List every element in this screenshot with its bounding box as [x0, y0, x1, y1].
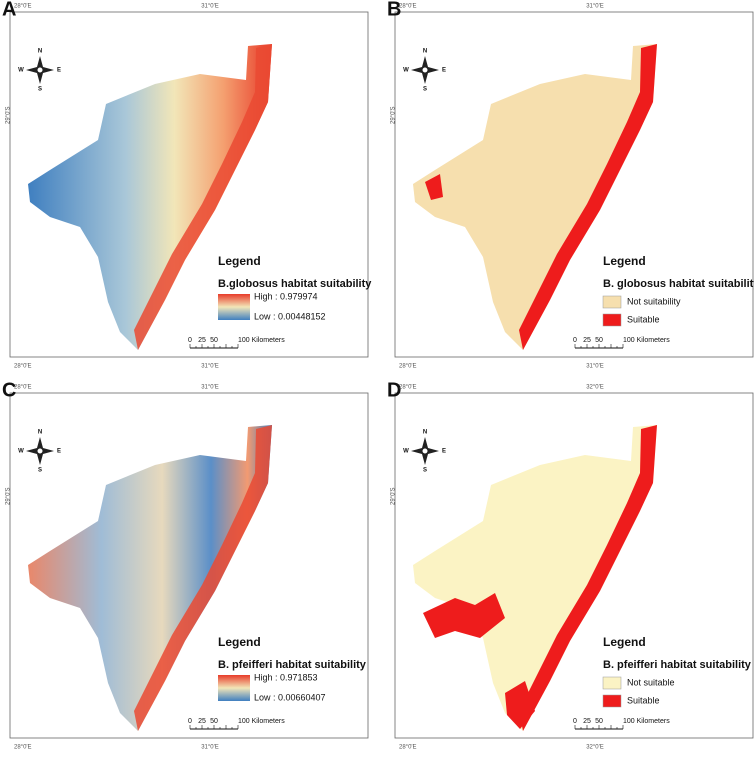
coordinate-label: 28°0'E: [14, 745, 32, 751]
coordinate-label: 29°0'S: [391, 106, 397, 124]
legend-item: Suitable: [627, 695, 660, 705]
coordinate-label: 28°0'E: [399, 364, 417, 370]
compass-letter: S: [423, 468, 427, 474]
coordinate-label: 31°0'E: [201, 364, 219, 370]
legend-high: High : 0.971853: [254, 672, 318, 682]
compass-letter: S: [423, 87, 427, 93]
compass-letter: E: [442, 449, 446, 455]
panel-label: D: [387, 379, 401, 401]
legend-swatch: [602, 295, 622, 309]
coordinate-label: 31°0'E: [586, 4, 604, 10]
scale-label: 100 Kilometers: [623, 337, 670, 344]
coordinate-label: 29°0'S: [391, 487, 397, 505]
compass-letter: W: [403, 68, 409, 74]
legend-item: Suitable: [627, 314, 660, 324]
compass-letter: E: [57, 68, 61, 74]
scale-label: 100 Kilometers: [238, 337, 285, 344]
legend-heading: Legend: [218, 635, 261, 649]
legend-title: B.globosus habitat suitability: [218, 278, 372, 290]
coordinate-label: 28°0'E: [14, 4, 32, 10]
map-panel: B28°0'E 31°0'E29°0'S28°0'E 31°0'ENW ESLegen…: [387, 0, 754, 370]
legend-swatch: [602, 313, 622, 327]
compass-letter: N: [38, 49, 42, 55]
scale-label: 100 Kilometers: [623, 718, 670, 725]
inland-zone: [425, 174, 443, 200]
panel-label: C: [2, 379, 16, 401]
legend-ramp: [218, 294, 250, 320]
scale-label: 0: [188, 337, 192, 344]
coordinate-label: 28°0'E: [399, 385, 417, 391]
legend-title: B. globosus habitat suitability: [603, 278, 754, 290]
compass-center: [421, 66, 429, 74]
scale-label: 0: [573, 718, 577, 725]
compass-letter: S: [38, 468, 42, 474]
legend-high: High : 0.979974: [254, 291, 318, 301]
compass-letter: N: [423, 49, 427, 55]
compass-letter: E: [442, 68, 446, 74]
map-panel: C28°0'E 31°0'E29°0'S28°0'E 31°0'ENW ESLegen…: [2, 379, 369, 751]
legend-low: Low : 0.00448152: [254, 311, 326, 321]
coordinate-label: 28°0'E: [14, 364, 32, 370]
compass-letter: W: [18, 449, 24, 455]
coordinate-label: 29°0'S: [6, 487, 12, 505]
legend-swatch: [602, 676, 622, 690]
legend-item: Not suitable: [627, 677, 675, 687]
compass-letter: S: [38, 87, 42, 93]
panel-label: A: [2, 0, 16, 20]
coordinate-label: 29°0'S: [6, 106, 12, 124]
scale-label: 100 Kilometers: [238, 718, 285, 725]
map-panel: D28°0'E 32°0'E29°0'S28°0'E 32°0'ENW ESLegen…: [387, 379, 754, 751]
coordinate-label: 31°0'E: [201, 385, 219, 391]
scale-label: 25: [198, 718, 206, 725]
compass-center: [36, 447, 44, 455]
north-arrow: N W E S: [18, 49, 61, 93]
north-arrow: N W E S: [403, 49, 446, 93]
map-area: [413, 44, 657, 350]
legend-low: Low : 0.00660407: [254, 692, 326, 702]
legend-ramp: [218, 675, 250, 701]
coordinate-label: 31°0'E: [201, 745, 219, 751]
scale-label: 50: [210, 337, 218, 344]
coordinate-label: 31°0'E: [201, 4, 219, 10]
legend-heading: Legend: [603, 635, 646, 649]
compass-center: [421, 447, 429, 455]
north-arrow: N W E S: [18, 430, 61, 474]
scale-label: 50: [210, 718, 218, 725]
legend-title: B. pfeifferi habitat suitability: [218, 659, 367, 671]
compass-letter: W: [403, 449, 409, 455]
scale-label: 25: [198, 337, 206, 344]
compass-letter: E: [57, 449, 61, 455]
scale-label: 25: [583, 337, 591, 344]
legend-heading: Legend: [218, 254, 261, 268]
inland-zone: [423, 593, 505, 638]
compass-letter: W: [18, 68, 24, 74]
compass-letter: N: [423, 430, 427, 436]
scale-label: 25: [583, 718, 591, 725]
scale-label: 50: [595, 718, 603, 725]
inland-zone: [505, 681, 535, 729]
legend-swatch: [602, 694, 622, 708]
legend-item: Not suitability: [627, 296, 681, 306]
coordinate-label: 31°0'E: [586, 364, 604, 370]
coordinate-label: 28°0'E: [399, 745, 417, 751]
north-arrow: N W E S: [403, 430, 446, 474]
scale-label: 0: [188, 718, 192, 725]
scale-label: 0: [573, 337, 577, 344]
scale-label: 50: [595, 337, 603, 344]
legend-heading: Legend: [603, 254, 646, 268]
compass-center: [36, 66, 44, 74]
map-area: [413, 425, 657, 731]
panel-label: B: [387, 0, 401, 20]
coordinate-label: 32°0'E: [586, 385, 604, 391]
legend-title: B. pfeifferi habitat suitability: [603, 659, 752, 671]
map-panel: A28°0'E 31°0'E29°0'S28°0'E 31°0'ENW ESLegen…: [2, 0, 372, 370]
coordinate-label: 32°0'E: [586, 745, 604, 751]
coordinate-label: 28°0'E: [14, 385, 32, 391]
coordinate-label: 28°0'E: [399, 4, 417, 10]
compass-letter: N: [38, 430, 42, 436]
